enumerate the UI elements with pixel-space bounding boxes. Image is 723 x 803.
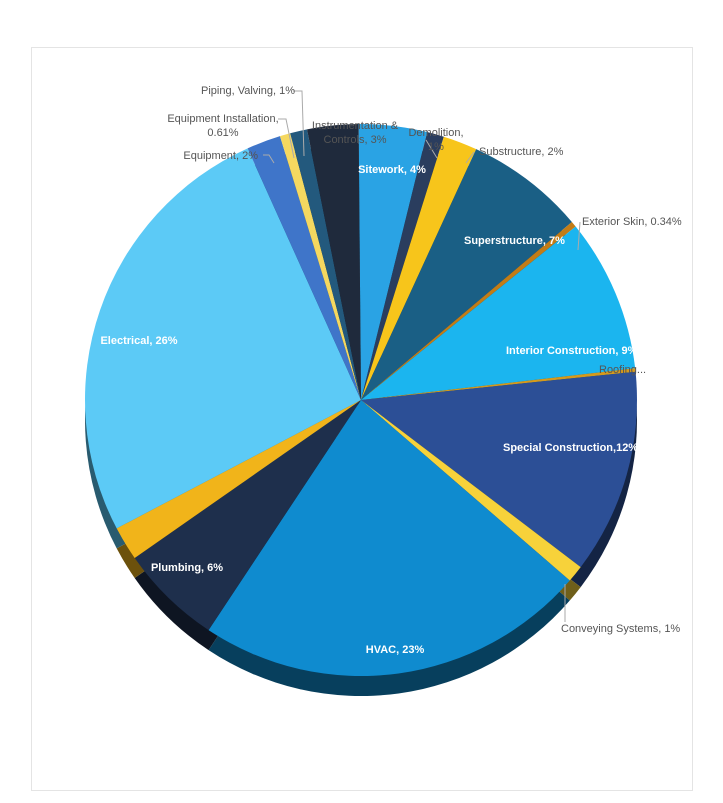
label-equipment-installation-line2: 0.61% — [207, 127, 238, 139]
pie-slice — [361, 149, 572, 400]
label-instrumentation-line1: Instrumentation & — [312, 120, 399, 132]
label-plumbing: Plumbing, 6% — [151, 562, 223, 574]
label-hvac: HVAC, 23% — [366, 644, 425, 656]
pie-slice — [358, 123, 428, 400]
leader-line-equip-install — [278, 118, 295, 159]
pie-slice — [361, 221, 576, 400]
pie-slice — [279, 133, 361, 400]
leader-line-equipment — [263, 154, 275, 164]
pie-slice — [116, 400, 362, 558]
slice-layer — [85, 123, 638, 697]
label-substructure: Substructure, 2% — [479, 146, 564, 158]
leader-line-demolition — [425, 139, 438, 159]
label-superstructure: Superstructure, 7% — [464, 235, 565, 247]
label-special-construction: Special Construction,12% — [503, 442, 638, 454]
label-conveying-systems: Conveying Systems, 1% — [561, 623, 680, 635]
label-equipment: Equipment, 2% — [183, 150, 258, 162]
leader-line-substructure — [465, 151, 475, 164]
leader-line-exterior-skin — [577, 221, 581, 251]
pie-slice — [208, 400, 570, 677]
pie-slice — [290, 129, 361, 400]
leader-line-piping — [293, 90, 305, 157]
pie-slice — [361, 136, 477, 401]
label-electrical: Electrical, 26% — [100, 335, 177, 347]
label-sitework: Sitework, 4% — [358, 164, 426, 176]
pie-slice — [361, 371, 638, 568]
pie-slice — [307, 124, 361, 400]
label-roofing: Roofing... — [599, 364, 646, 376]
pie-slice — [361, 368, 636, 400]
label-exterior-skin: Exterior Skin, 0.34% — [582, 216, 682, 228]
pie-slice — [361, 400, 581, 581]
pie-slice — [361, 226, 636, 400]
label-demolition-line2: 1% — [428, 141, 444, 153]
pie-slice — [134, 400, 361, 631]
label-instrumentation-line2: Controls, 3% — [324, 134, 387, 146]
leader-lines — [263, 90, 581, 622]
label-piping-valving: Piping, Valving, 1% — [201, 85, 295, 97]
label-demolition-line1: Demolition, — [408, 127, 463, 139]
label-interior-construction: Interior Construction, 9% — [506, 345, 638, 357]
pie-slice — [361, 132, 444, 400]
pie-slice — [85, 148, 362, 529]
pie-slice — [247, 136, 361, 400]
label-equipment-installation-line1: Equipment Installation, — [167, 113, 278, 125]
